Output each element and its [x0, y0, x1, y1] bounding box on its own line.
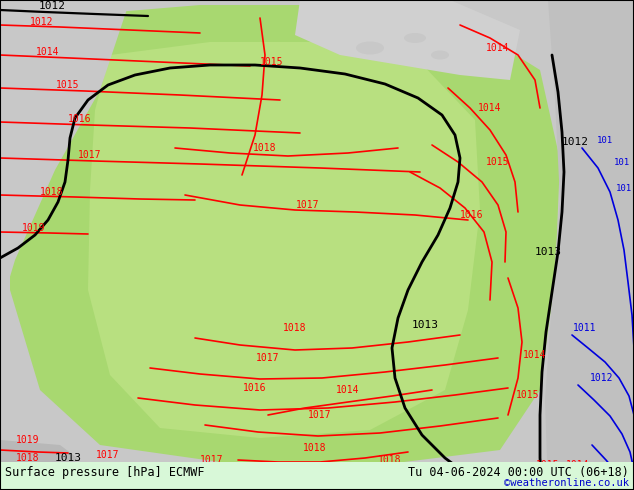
Text: 1012: 1012 — [30, 17, 54, 27]
Polygon shape — [88, 42, 480, 438]
Text: 1018: 1018 — [16, 453, 40, 463]
Text: 1018: 1018 — [40, 187, 64, 197]
Text: 1016: 1016 — [160, 467, 184, 477]
Text: 1015: 1015 — [536, 460, 560, 470]
Text: 1016: 1016 — [450, 475, 474, 485]
Text: 1014: 1014 — [536, 475, 560, 485]
Text: 1015: 1015 — [56, 80, 80, 90]
Text: 1014: 1014 — [336, 385, 359, 395]
Polygon shape — [295, 0, 520, 80]
Text: 1017: 1017 — [413, 467, 437, 477]
Text: 1015: 1015 — [490, 475, 514, 485]
Text: 1018: 1018 — [253, 143, 277, 153]
Text: 101: 101 — [597, 136, 613, 145]
Text: 1017: 1017 — [296, 200, 320, 210]
Text: 1017: 1017 — [96, 450, 120, 460]
Text: 1012: 1012 — [39, 1, 65, 11]
Text: 101: 101 — [614, 157, 630, 167]
Polygon shape — [0, 0, 130, 310]
Text: Tu 04-06-2024 00:00 UTC (06+18): Tu 04-06-2024 00:00 UTC (06+18) — [408, 466, 629, 479]
Text: 1012: 1012 — [562, 137, 588, 147]
Text: 1016: 1016 — [243, 383, 267, 393]
Text: 101: 101 — [616, 183, 632, 193]
Text: 1018: 1018 — [303, 443, 327, 453]
Text: 1015: 1015 — [486, 157, 510, 167]
Text: 1012: 1012 — [590, 373, 614, 383]
Text: 1015: 1015 — [260, 57, 284, 67]
Text: 1017: 1017 — [308, 410, 332, 420]
Text: 1014: 1014 — [478, 103, 501, 113]
Text: 1011: 1011 — [573, 323, 597, 333]
Text: 1018: 1018 — [378, 455, 402, 465]
Ellipse shape — [356, 42, 384, 54]
Polygon shape — [545, 0, 634, 490]
Text: 1013: 1013 — [55, 453, 82, 463]
Text: 1016: 1016 — [68, 114, 92, 124]
Text: 1017: 1017 — [200, 455, 224, 465]
Text: 1014: 1014 — [523, 350, 547, 360]
Ellipse shape — [404, 33, 426, 43]
Text: 1014: 1014 — [486, 43, 510, 53]
Text: 1015: 1015 — [516, 390, 540, 400]
Text: 1019: 1019 — [16, 435, 40, 445]
Text: 1019: 1019 — [22, 223, 46, 233]
Text: 1013: 1013 — [534, 247, 562, 257]
Polygon shape — [0, 440, 80, 490]
Bar — [0, 462, 634, 490]
Text: ©weatheronline.co.uk: ©weatheronline.co.uk — [504, 478, 629, 488]
Text: 1016: 1016 — [460, 210, 484, 220]
Text: Surface pressure [hPa] ECMWF: Surface pressure [hPa] ECMWF — [5, 466, 205, 479]
Text: 1014: 1014 — [36, 47, 60, 57]
Polygon shape — [10, 5, 560, 465]
Text: 1014: 1014 — [566, 460, 590, 470]
Text: 1017: 1017 — [78, 150, 101, 160]
Ellipse shape — [431, 50, 449, 59]
Text: 1018: 1018 — [283, 323, 307, 333]
Text: 1013: 1013 — [411, 320, 439, 330]
Text: 1017: 1017 — [256, 353, 280, 363]
